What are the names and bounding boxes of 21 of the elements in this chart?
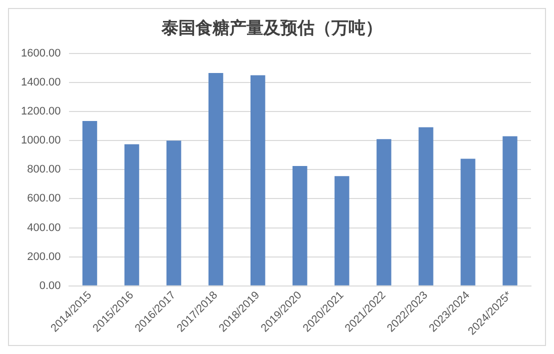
bar [460, 158, 476, 286]
y-tick-label: 400.00 [27, 222, 61, 234]
y-tick-label: 0.00 [39, 280, 61, 292]
bar [376, 139, 392, 286]
bar [208, 73, 224, 286]
y-tick-label: 200.00 [27, 250, 61, 263]
y-tick-label: 1200.00 [20, 106, 61, 118]
bar [250, 75, 266, 286]
y-tick-label: 600.00 [27, 192, 61, 205]
y-tick-label: 1400.00 [20, 76, 61, 88]
y-tick-label: 1000.00 [20, 134, 61, 147]
bar [418, 127, 434, 286]
chart-title: 泰国食糖产量及预估（万吨） [160, 18, 382, 39]
bar [124, 144, 140, 286]
bar [166, 140, 182, 286]
bar [334, 176, 350, 286]
bar [292, 166, 308, 286]
bar [82, 120, 98, 286]
y-tick-label: 800.00 [27, 164, 61, 176]
y-tick-label: 1600.00 [20, 47, 61, 60]
bar [502, 136, 518, 286]
